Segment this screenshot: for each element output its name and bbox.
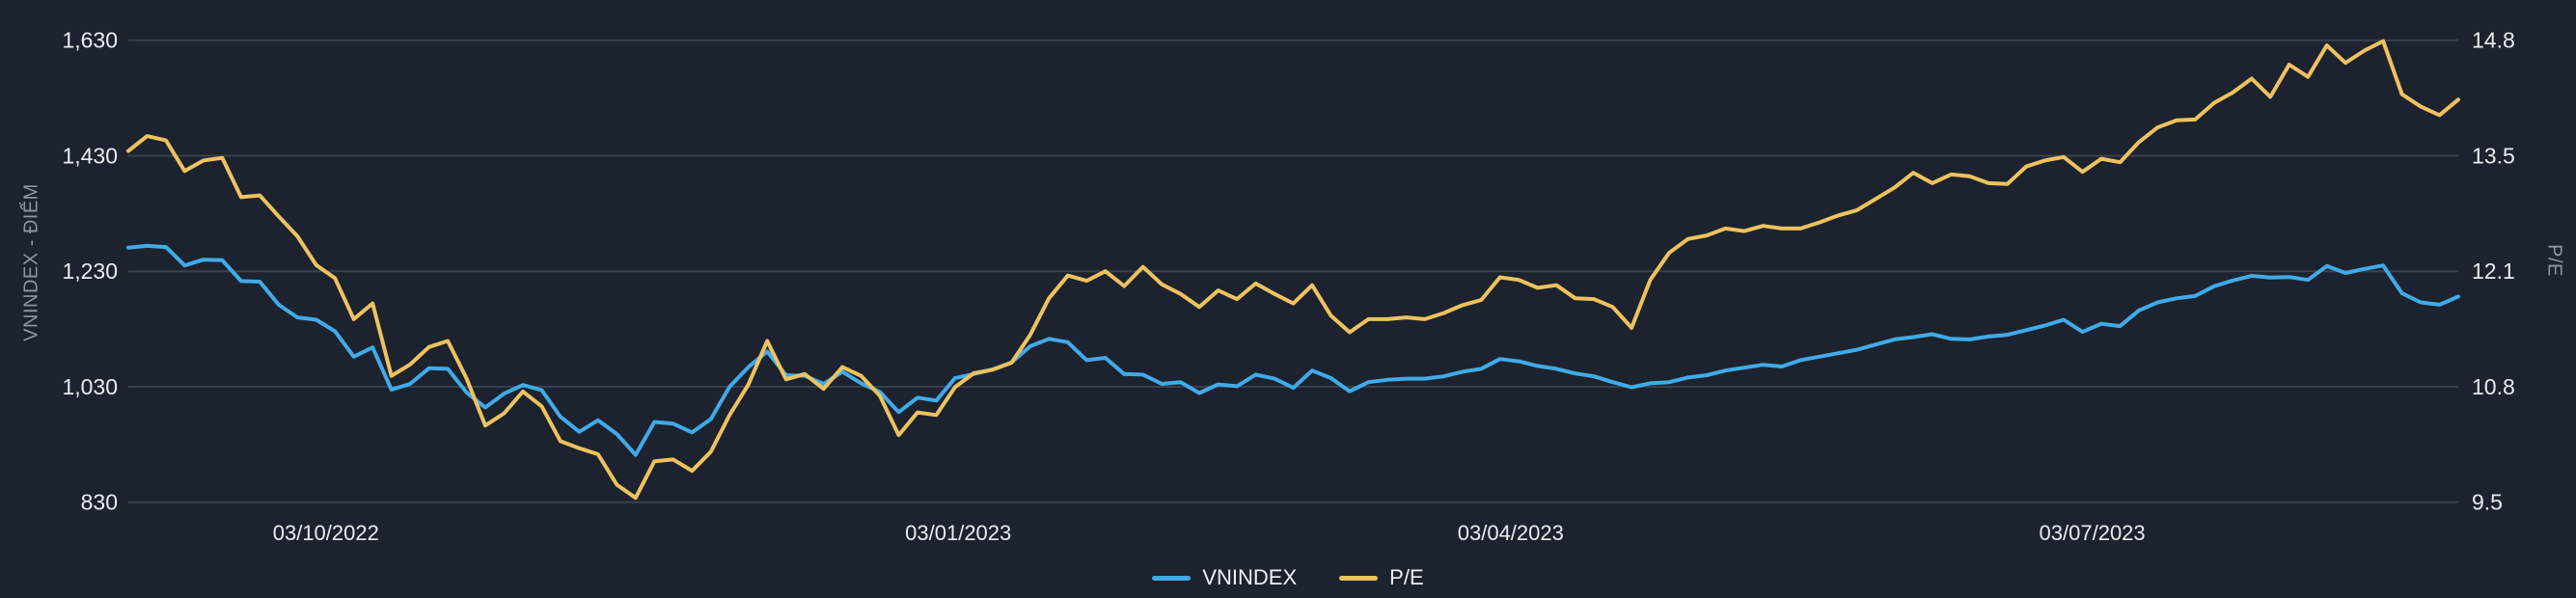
legend-item-pe[interactable]: P/E — [1339, 565, 1424, 590]
vnindex-legend-swatch — [1152, 575, 1192, 581]
vnindex-legend-label: VNINDEX — [1202, 565, 1298, 589]
left-axis-tick-label: 1,030 — [62, 374, 118, 399]
left-axis-tick-label: 830 — [81, 490, 118, 515]
p-e-series-line[interactable] — [126, 39, 2460, 501]
chart-legend: VNINDEX P/E — [0, 565, 2576, 590]
pe-legend-label: P/E — [1389, 565, 1424, 589]
right-axis-tick-label: 12.1 — [2472, 258, 2515, 284]
right-axis-tick-label: 10.8 — [2472, 374, 2515, 399]
x-axis-tick-label: 03/07/2023 — [2040, 521, 2146, 545]
x-axis-tick-label: 03/04/2023 — [1458, 521, 1564, 545]
x-axis-tick-label: 03/10/2022 — [273, 521, 379, 545]
vnindex-series-line[interactable] — [126, 243, 2460, 457]
x-axis-tick-label: 03/01/2023 — [905, 521, 1011, 545]
left-axis-tick-label: 1,230 — [62, 258, 118, 284]
right-axis-tick-label: 13.5 — [2472, 143, 2515, 168]
right-axis-tick-label: 14.8 — [2472, 28, 2515, 53]
left-axis-title: VNINDEX - ĐIỂM — [20, 183, 42, 341]
left-axis-tick-label: 1,630 — [62, 28, 118, 53]
legend-item-vnindex[interactable]: VNINDEX — [1152, 565, 1297, 590]
pe-legend-swatch — [1339, 575, 1379, 581]
left-axis-tick-label: 1,430 — [62, 143, 118, 168]
right-axis-title: P/E — [2543, 244, 2565, 277]
right-axis-tick-label: 9.5 — [2472, 490, 2503, 515]
